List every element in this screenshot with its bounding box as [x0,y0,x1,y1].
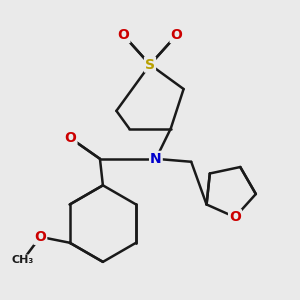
Text: S: S [145,58,155,72]
Text: O: O [64,131,76,145]
Text: O: O [34,230,46,244]
Text: N: N [150,152,162,166]
Text: O: O [229,210,241,224]
Text: O: O [171,28,182,42]
Text: O: O [118,28,129,42]
Text: CH₃: CH₃ [11,255,34,266]
